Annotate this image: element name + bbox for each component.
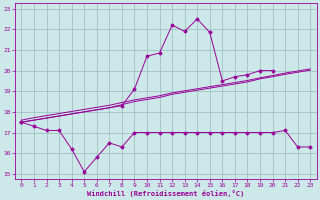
X-axis label: Windchill (Refroidissement éolien,°C): Windchill (Refroidissement éolien,°C) [87, 190, 244, 197]
